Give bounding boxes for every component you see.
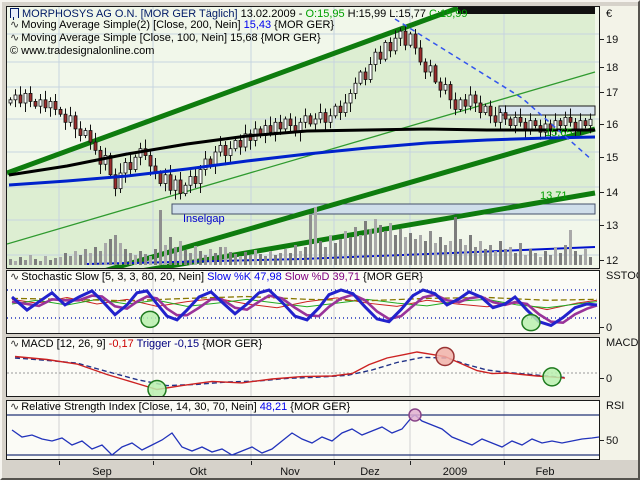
axis-label: 18	[606, 62, 619, 74]
axis-tick	[600, 124, 604, 125]
macd-label: MACD [12, 26, 9]	[21, 338, 109, 350]
stochastic-panel[interactable]: ∿ Stochastic Slow [5, 3, 3, 80, 20, Nein]…	[6, 270, 600, 334]
rsi-legend: ∿ Relative Strength Index [Close, 14, 30,…	[10, 401, 350, 413]
month-label: Nov	[280, 466, 300, 478]
high-low-values: H:15,99 L:15,77	[344, 8, 430, 20]
axis-tick	[251, 461, 252, 465]
pin-icon	[10, 8, 19, 20]
trigger-value: Trigger -0,15	[133, 338, 200, 350]
axis-label: RSI	[606, 400, 625, 412]
month-label: Feb	[535, 466, 555, 478]
stochastic-legend: ∿ Stochastic Slow [5, 3, 3, 80, 20, Nein]…	[10, 271, 423, 283]
axis-tick	[334, 461, 335, 465]
support-level-label: 13,71	[540, 190, 568, 202]
axis-label: 13	[606, 220, 619, 232]
macd-suffix: {MOR GER}	[199, 338, 263, 350]
macd-canvas[interactable]	[7, 338, 599, 396]
indicator-wave-icon: ∿	[10, 337, 20, 350]
axis-label: SSTOC	[606, 270, 640, 282]
rsi-suffix: {MOR GER}	[287, 401, 351, 413]
axis-tick	[600, 225, 604, 226]
month-label: Okt	[189, 466, 207, 478]
axis-label: MACD	[606, 337, 639, 349]
slow-k-value: Slow %K 47,98	[207, 271, 285, 283]
axis-label: 17	[606, 87, 619, 99]
macd-value: -0,17	[108, 338, 134, 350]
indicator-wave-icon: ∿	[10, 270, 20, 283]
indicator-wave-icon: ∿	[10, 18, 20, 31]
watermark: © www.tradesignalonline.com	[10, 45, 155, 57]
open-value: O:15,95	[305, 8, 345, 20]
stochastic-canvas[interactable]	[7, 271, 599, 333]
axis-label: 50	[606, 435, 619, 447]
axis-tick	[600, 157, 604, 158]
slow-d-value: Slow %D 39,71	[284, 271, 364, 283]
price-chart-canvas[interactable]	[7, 7, 599, 268]
axis-label: €	[606, 8, 613, 20]
axis-tick	[600, 260, 604, 261]
axis-tick	[600, 192, 604, 193]
ma200-value: 15,43	[243, 19, 272, 31]
rsi-panel[interactable]: ∿ Relative Strength Index [Close, 14, 30,…	[6, 400, 600, 460]
time-axis[interactable]: Sep Okt Nov Dez 2009 Feb	[6, 461, 600, 478]
rsi-label: Relative Strength Index [Close, 14, 30, …	[21, 401, 260, 413]
value-axis[interactable]: €19 18 17 16 15 14 13 12 SSTOC 0 MACD 0 RSI 50	[600, 6, 638, 460]
axis-tick	[600, 39, 604, 40]
axis-label: 12	[606, 255, 619, 267]
channel-level-label: 15,65	[545, 127, 573, 139]
axis-label: 0	[606, 373, 613, 385]
axis-tick	[600, 440, 604, 441]
instrument-title: MORPHOSYS AG O.N. [MOR GER Täglich]	[22, 8, 238, 20]
ma100-legend: ∿ Moving Average Simple [Close, 100, Nein…	[10, 31, 321, 45]
axis-tick	[600, 92, 604, 93]
axis-tick	[153, 461, 154, 465]
axis-tick	[600, 378, 604, 379]
macd-panel[interactable]: ∿ MACD [12, 26, 9] -0,17 Trigger -0,15 {M…	[6, 337, 600, 397]
axis-tick	[600, 327, 604, 328]
axis-tick	[410, 461, 411, 465]
indicator-wave-icon: ∿	[10, 400, 20, 413]
stochastic-suffix: {MOR GER}	[363, 271, 423, 283]
axis-label: 16	[606, 119, 619, 131]
indicator-wave-icon: ∿	[10, 31, 20, 44]
macd-legend: ∿ MACD [12, 26, 9] -0,17 Trigger -0,15 {M…	[10, 338, 262, 350]
stochastic-label: Stochastic Slow [5, 3, 3, 80, 20, Nein]	[21, 271, 208, 283]
main-price-chart[interactable]: MORPHOSYS AG O.N. [MOR GER Täglich] 13.0…	[6, 6, 600, 269]
axis-label: 14	[606, 187, 619, 199]
axis-label: 19	[606, 34, 619, 46]
axis-label: 0	[606, 322, 613, 334]
inselgap-label: Inselgap	[183, 213, 225, 225]
rsi-value: 48,21	[259, 401, 288, 413]
instrument-header: MORPHOSYS AG O.N. [MOR GER Täglich] 13.0…	[10, 7, 468, 20]
axis-tick	[59, 461, 60, 465]
ma100-label: Moving Average Simple [Close, 100, Nein]…	[21, 32, 321, 44]
rsi-canvas[interactable]	[7, 401, 599, 459]
month-label: Sep	[92, 466, 112, 478]
ma200-suffix: {MOR GER}	[271, 19, 335, 31]
ma200-legend: ∿ Moving Average Simple(2) [Close, 200, N…	[10, 18, 335, 32]
axis-tick	[504, 461, 505, 465]
date-label: 13.02.2009 -	[237, 8, 306, 20]
axis-label: 15	[606, 152, 619, 164]
month-label: Dez	[360, 466, 380, 478]
axis-tick	[600, 67, 604, 68]
month-label: 2009	[442, 466, 468, 478]
close-value: C:15,99	[429, 8, 468, 20]
ma200-label: Moving Average Simple(2) [Close, 200, Ne…	[21, 19, 244, 31]
